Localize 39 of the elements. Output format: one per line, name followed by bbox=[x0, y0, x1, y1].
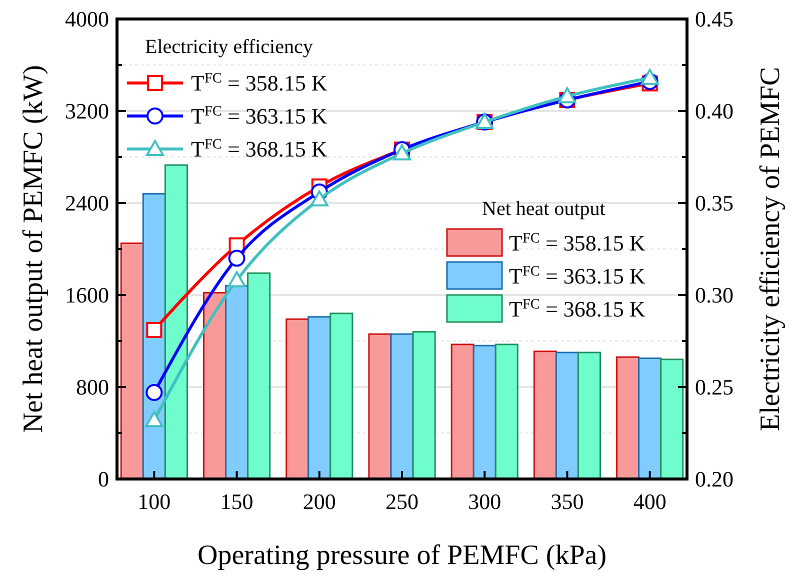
y-tick-label: 0 bbox=[98, 466, 109, 492]
y-axis-title: Net heat output of PEMFC (kW) bbox=[18, 65, 49, 433]
legend-label: T$^{FC}$ = 358.15 K bbox=[191, 70, 328, 96]
legend-label: T$^{FC}$ = 363.15 K bbox=[509, 264, 646, 289]
point bbox=[228, 250, 246, 267]
y2-tick-label: 0.35 bbox=[695, 190, 734, 216]
x-tick-label: 350 bbox=[550, 489, 584, 514]
legend-label: T$^{FC}$ = 368.15 K bbox=[191, 136, 328, 162]
y-tick-label: 800 bbox=[76, 374, 109, 400]
point bbox=[558, 87, 576, 104]
y-tick-label: 4000 bbox=[65, 6, 109, 32]
y2-tick-label: 0.45 bbox=[695, 6, 734, 32]
x-tick-label: 400 bbox=[633, 489, 666, 514]
legend-label: T$^{FC}$ = 363.15 K bbox=[191, 104, 328, 129]
x-tick-label: 300 bbox=[468, 489, 502, 514]
x-tick-label: 150 bbox=[220, 489, 254, 514]
point bbox=[310, 190, 328, 206]
point bbox=[640, 68, 659, 85]
legend-label: T$^{FC}$ = 368.15 K bbox=[509, 296, 646, 322]
point bbox=[393, 144, 411, 160]
x-tick-label: 250 bbox=[386, 489, 418, 514]
y-tick-label: 1600 bbox=[65, 282, 109, 308]
point bbox=[145, 411, 164, 428]
y-tick-label: 2400 bbox=[65, 190, 109, 216]
x-axis-title: Operating pressure of PEMFC (kPa) bbox=[197, 540, 607, 571]
legend-label: T$^{FC}$ = 358.15 K bbox=[509, 230, 646, 256]
point bbox=[146, 384, 163, 402]
annotation: Net heat output bbox=[482, 198, 606, 220]
y2-tick-label: 0.30 bbox=[695, 282, 734, 308]
x-tick-label: 100 bbox=[138, 489, 171, 514]
y2-tick-label: 0.40 bbox=[695, 98, 734, 124]
point bbox=[228, 271, 246, 288]
point bbox=[146, 322, 162, 338]
annotation: Electricity efficiency bbox=[145, 36, 313, 58]
y2-tick-label: 0.25 bbox=[695, 374, 734, 400]
y2-tick-label: 0.20 bbox=[695, 466, 734, 492]
y2-axis-title: Electricity efficiency of PEMFC bbox=[755, 66, 786, 432]
x-tick-label: 200 bbox=[302, 489, 336, 514]
y-tick-label: 3200 bbox=[65, 98, 109, 124]
